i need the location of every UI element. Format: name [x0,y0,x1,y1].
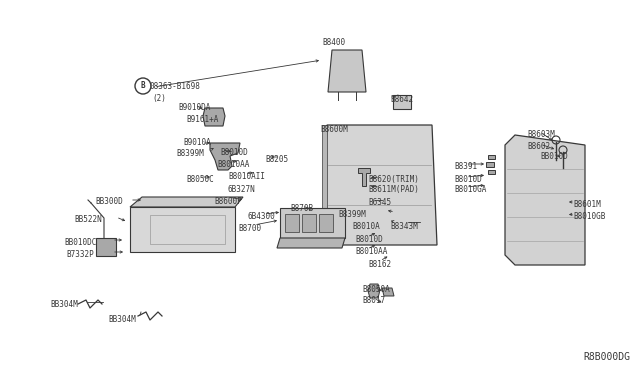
Text: B8343M: B8343M [390,222,418,231]
Polygon shape [277,238,345,248]
Text: B870B: B870B [290,204,313,213]
Text: B8010AII: B8010AII [228,172,265,181]
Polygon shape [285,214,299,232]
Text: B8603M: B8603M [527,130,555,139]
Polygon shape [203,108,225,126]
Text: B8601M: B8601M [573,200,601,209]
Text: 6B4300: 6B4300 [248,212,276,221]
Text: R8B000DG: R8B000DG [583,352,630,362]
Text: BB010D: BB010D [540,152,568,161]
Polygon shape [210,143,240,170]
Text: BB304M: BB304M [50,300,77,309]
Text: B8642: B8642 [390,95,413,104]
Text: BB300D: BB300D [95,197,123,206]
Text: B8399M: B8399M [338,210,365,219]
Text: B8600M: B8600M [320,125,348,134]
Polygon shape [358,168,370,186]
Text: B8050C: B8050C [186,175,214,184]
Text: B8010D: B8010D [220,148,248,157]
Polygon shape [280,208,345,238]
Text: B8205: B8205 [265,155,288,164]
Polygon shape [328,50,366,92]
Text: B8399M: B8399M [176,149,204,158]
Bar [488,155,495,159]
Polygon shape [130,197,243,207]
Text: 08363-B1698: 08363-B1698 [150,82,201,91]
Text: B8010D: B8010D [454,175,482,184]
Text: B8050A: B8050A [362,285,390,294]
Text: B8400: B8400 [322,38,345,47]
Text: B8010GB: B8010GB [573,212,605,221]
Text: B9010A: B9010A [183,138,211,147]
Text: B8602: B8602 [527,142,550,151]
Text: BB522N: BB522N [74,215,102,224]
Text: B9010DA: B9010DA [178,103,211,112]
Polygon shape [393,95,411,109]
Text: B8700: B8700 [238,224,261,233]
Text: B8010D: B8010D [355,235,383,244]
Polygon shape [322,125,437,245]
Text: B8010A: B8010A [352,222,380,231]
Bar [486,162,494,167]
Polygon shape [302,214,316,232]
Polygon shape [322,125,327,245]
Polygon shape [368,284,380,298]
Text: B7332P: B7332P [66,250,93,259]
Text: B: B [141,81,145,90]
Bar [488,170,495,174]
Polygon shape [96,238,116,256]
Circle shape [135,78,151,94]
Text: B8391: B8391 [454,162,477,171]
Text: B6345: B6345 [368,198,391,207]
Text: B8162: B8162 [368,260,391,269]
Text: B8620(TRIM): B8620(TRIM) [368,175,419,184]
Text: B8600F: B8600F [214,197,242,206]
Text: B8611M(PAD): B8611M(PAD) [368,185,419,194]
Text: B8010AA: B8010AA [217,160,250,169]
Polygon shape [382,288,394,296]
Text: (2): (2) [152,94,166,103]
Text: B8010GA: B8010GA [454,185,486,194]
Text: BB304M: BB304M [108,315,136,324]
Polygon shape [505,135,585,265]
Text: B8010AA: B8010AA [355,247,387,256]
Text: B8017: B8017 [362,296,385,305]
Polygon shape [130,207,235,252]
Text: B9161+A: B9161+A [186,115,218,124]
Text: BB010DC: BB010DC [64,238,97,247]
Polygon shape [319,214,333,232]
Text: 6B327N: 6B327N [228,185,256,194]
